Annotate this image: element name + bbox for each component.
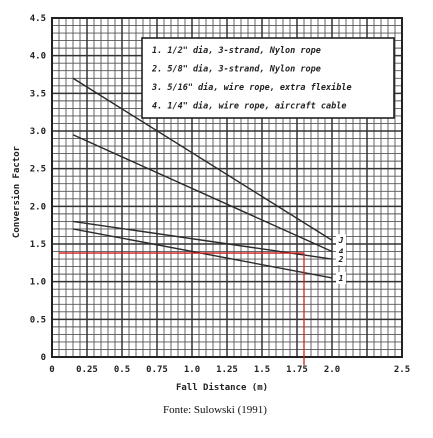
x-tick-label: 0	[49, 365, 54, 375]
series-end-label-2: 4	[339, 248, 344, 257]
series-end-label-1: J	[338, 236, 344, 245]
x-tick-label: 0.25	[76, 365, 98, 375]
x-tick-label: 0.75	[146, 365, 168, 375]
y-tick-label: 3.0	[30, 127, 46, 137]
y-axis-label: Conversion Factor	[11, 145, 22, 238]
legend-item-3: 3. 5/16" dia, wire rope, extra flexible	[151, 82, 352, 93]
series-end-label-bg	[336, 271, 346, 284]
tick-labels: 0 0.25 0.5 0.75 1.0 1.25 1.5 1.75 2.0 2.5 0 0.5 1.0 1…	[30, 14, 410, 375]
y-tick-label: 0	[41, 353, 46, 363]
x-tick-label: 1.75	[286, 365, 308, 375]
y-tick-label: 4.5	[30, 14, 46, 24]
series-end-label-bg	[336, 253, 346, 266]
y-tick-label: 1.5	[30, 240, 46, 250]
x-tick-label: 0.5	[114, 365, 130, 375]
y-tick-label: 3.5	[30, 89, 46, 99]
series-line-1	[72, 77, 333, 241]
source-caption: Fonte: Sulowski (1991)	[163, 404, 267, 416]
y-tick-label: 2.0	[30, 202, 46, 212]
y-tick-label: 1.0	[30, 278, 46, 288]
legend-item-4: 4. 1/4" dia, wire rope, aircraft cable	[152, 101, 346, 112]
x-tick-label: 2.0	[324, 365, 340, 375]
legend-box	[141, 37, 395, 119]
legend: 1. 1/2" dia, 3-strand, Nylon rope 2. 5/8"…	[141, 37, 395, 119]
y-tick-label: 4.0	[30, 52, 46, 62]
series-end-label-3: 2	[338, 255, 344, 264]
series-end-label-bg	[336, 245, 346, 258]
x-tick-label: 1.0	[184, 365, 200, 375]
y-tick-label: 2.5	[30, 165, 46, 175]
series-end-label-bg	[336, 234, 346, 247]
x-tick-label: 1.25	[216, 365, 238, 375]
y-tick-label: 0.5	[30, 315, 46, 325]
x-tick-label: 2.5	[394, 365, 410, 375]
x-axis-label: Fall Distance (m)	[176, 382, 268, 393]
x-tick-label: 1.5	[254, 365, 270, 375]
highlight-lines	[59, 252, 305, 365]
plot-frame	[51, 17, 403, 358]
series-line-2	[72, 134, 333, 253]
series-lines: J 42 1	[72, 77, 346, 284]
legend-item-1: 1. 1/2" dia, 3-strand, Nylon rope	[152, 45, 321, 56]
series-end-label-4: 1	[339, 274, 344, 283]
legend-item-2: 2. 5/8" dia, 3-strand, Nylon rope	[151, 64, 321, 75]
